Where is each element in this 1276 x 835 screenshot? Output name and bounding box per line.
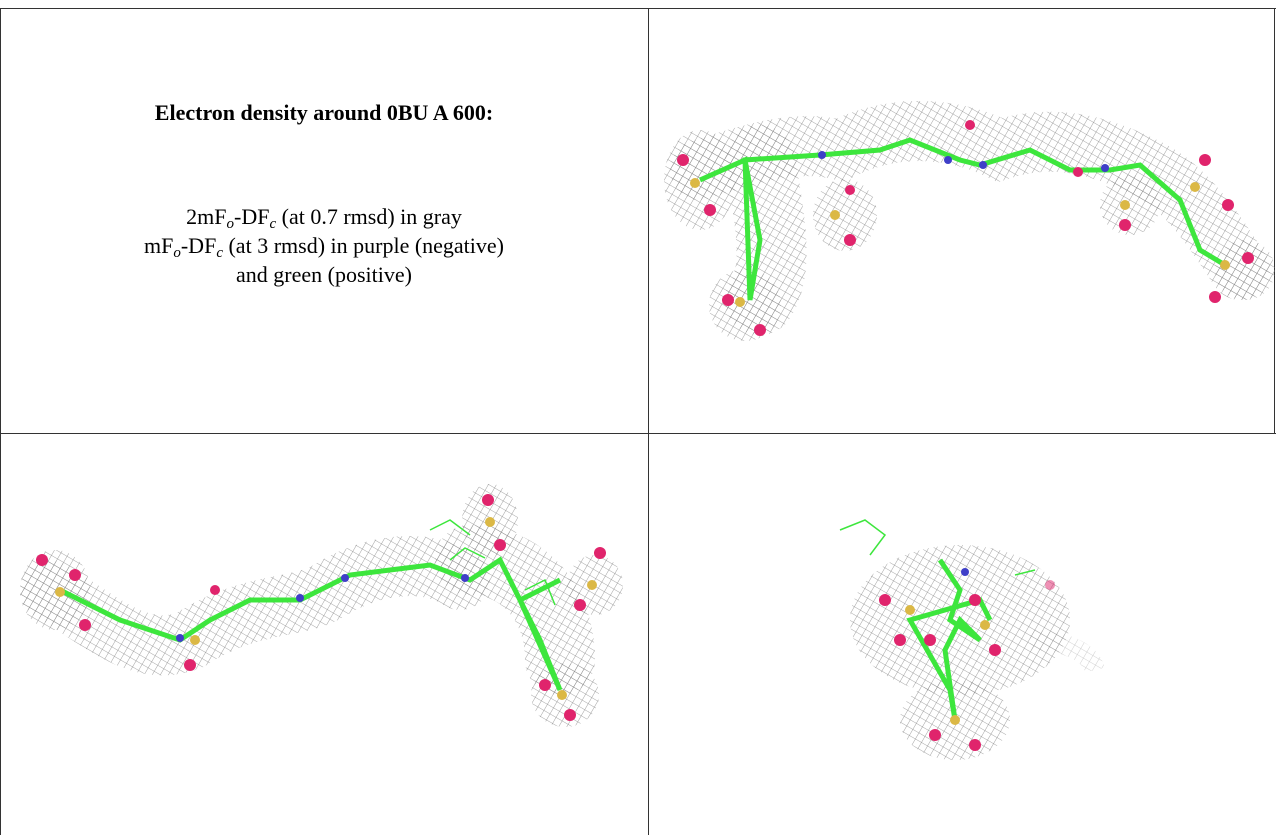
molecule-view xyxy=(20,484,623,727)
molecule-view xyxy=(840,520,1095,760)
density-images xyxy=(0,0,1276,835)
page: Electron density around 0BU A 600: 2mFo-… xyxy=(0,0,1276,835)
molecule-view xyxy=(664,120,1275,341)
